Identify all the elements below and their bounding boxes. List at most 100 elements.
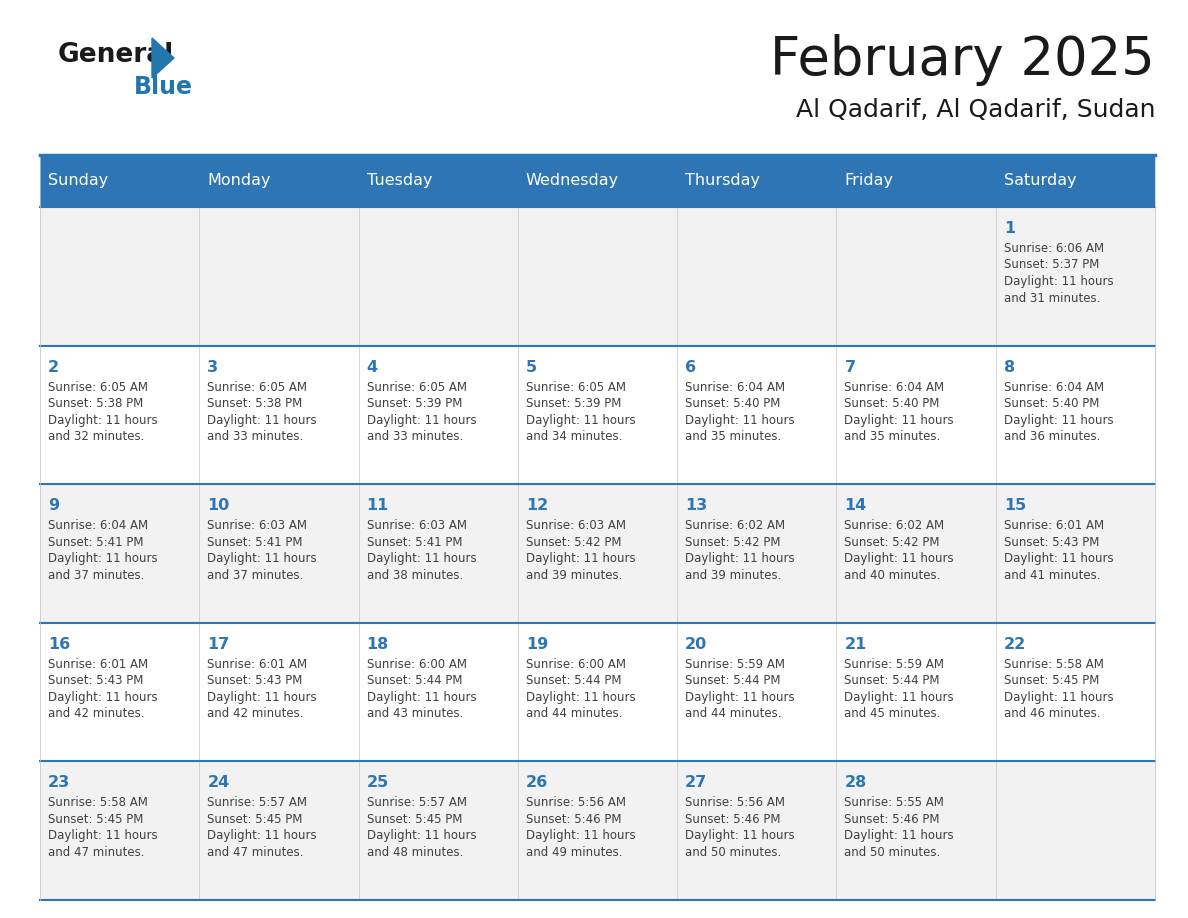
Bar bbox=[996, 155, 1155, 207]
Text: Sunset: 5:38 PM: Sunset: 5:38 PM bbox=[48, 397, 144, 410]
Text: 21: 21 bbox=[845, 637, 867, 652]
Text: Sunrise: 6:03 AM: Sunrise: 6:03 AM bbox=[207, 520, 308, 532]
Text: Daylight: 11 hours: Daylight: 11 hours bbox=[48, 414, 158, 427]
Text: and 40 minutes.: and 40 minutes. bbox=[845, 568, 941, 582]
Bar bbox=[40, 761, 200, 900]
Text: Sunrise: 5:57 AM: Sunrise: 5:57 AM bbox=[367, 797, 467, 810]
Text: 20: 20 bbox=[685, 637, 707, 652]
Text: 4: 4 bbox=[367, 360, 378, 375]
Text: Daylight: 11 hours: Daylight: 11 hours bbox=[685, 829, 795, 843]
Bar bbox=[677, 622, 836, 761]
Text: and 35 minutes.: and 35 minutes. bbox=[845, 431, 941, 443]
Bar bbox=[40, 155, 200, 207]
Text: 15: 15 bbox=[1004, 498, 1026, 513]
Text: Daylight: 11 hours: Daylight: 11 hours bbox=[367, 414, 476, 427]
Text: Daylight: 11 hours: Daylight: 11 hours bbox=[845, 553, 954, 565]
Bar bbox=[40, 207, 200, 345]
Text: Sunrise: 5:55 AM: Sunrise: 5:55 AM bbox=[845, 797, 944, 810]
Text: Sunrise: 6:02 AM: Sunrise: 6:02 AM bbox=[685, 520, 785, 532]
Text: Sunset: 5:46 PM: Sunset: 5:46 PM bbox=[526, 813, 621, 826]
Text: and 34 minutes.: and 34 minutes. bbox=[526, 431, 623, 443]
Bar bbox=[359, 761, 518, 900]
Text: Sunset: 5:45 PM: Sunset: 5:45 PM bbox=[367, 813, 462, 826]
Text: Sunset: 5:42 PM: Sunset: 5:42 PM bbox=[685, 536, 781, 549]
Text: Sunrise: 6:01 AM: Sunrise: 6:01 AM bbox=[48, 658, 148, 671]
Text: General: General bbox=[58, 42, 175, 68]
Bar bbox=[200, 345, 359, 484]
Bar bbox=[836, 345, 996, 484]
Text: Daylight: 11 hours: Daylight: 11 hours bbox=[207, 691, 317, 704]
Text: Tuesday: Tuesday bbox=[367, 174, 432, 188]
Text: Sunrise: 6:01 AM: Sunrise: 6:01 AM bbox=[1004, 520, 1104, 532]
Bar bbox=[836, 207, 996, 345]
Text: Sunset: 5:43 PM: Sunset: 5:43 PM bbox=[207, 675, 303, 688]
Text: Blue: Blue bbox=[133, 75, 192, 99]
Text: and 47 minutes.: and 47 minutes. bbox=[48, 845, 145, 859]
Bar bbox=[518, 345, 677, 484]
Text: Sunset: 5:41 PM: Sunset: 5:41 PM bbox=[48, 536, 144, 549]
Text: and 32 minutes.: and 32 minutes. bbox=[48, 431, 145, 443]
Text: Daylight: 11 hours: Daylight: 11 hours bbox=[685, 553, 795, 565]
Text: Sunset: 5:40 PM: Sunset: 5:40 PM bbox=[845, 397, 940, 410]
Text: Daylight: 11 hours: Daylight: 11 hours bbox=[526, 414, 636, 427]
Text: 5: 5 bbox=[526, 360, 537, 375]
Bar bbox=[200, 207, 359, 345]
Text: and 50 minutes.: and 50 minutes. bbox=[845, 845, 941, 859]
Bar bbox=[996, 345, 1155, 484]
Text: 10: 10 bbox=[207, 498, 229, 513]
Bar bbox=[40, 345, 200, 484]
Text: and 42 minutes.: and 42 minutes. bbox=[207, 707, 304, 721]
Text: Sunrise: 5:58 AM: Sunrise: 5:58 AM bbox=[48, 797, 147, 810]
Text: Sunset: 5:41 PM: Sunset: 5:41 PM bbox=[207, 536, 303, 549]
Text: and 46 minutes.: and 46 minutes. bbox=[1004, 707, 1100, 721]
Text: Sunrise: 6:05 AM: Sunrise: 6:05 AM bbox=[48, 381, 148, 394]
Text: 1: 1 bbox=[1004, 221, 1015, 236]
Text: and 44 minutes.: and 44 minutes. bbox=[526, 707, 623, 721]
Bar bbox=[200, 155, 359, 207]
Text: Daylight: 11 hours: Daylight: 11 hours bbox=[685, 414, 795, 427]
Bar bbox=[359, 622, 518, 761]
Text: 22: 22 bbox=[1004, 637, 1026, 652]
Bar bbox=[836, 484, 996, 622]
Text: and 36 minutes.: and 36 minutes. bbox=[1004, 431, 1100, 443]
Text: and 44 minutes.: and 44 minutes. bbox=[685, 707, 782, 721]
Text: Sunset: 5:41 PM: Sunset: 5:41 PM bbox=[367, 536, 462, 549]
Text: Sunrise: 6:04 AM: Sunrise: 6:04 AM bbox=[1004, 381, 1104, 394]
Bar bbox=[996, 622, 1155, 761]
Text: Sunset: 5:39 PM: Sunset: 5:39 PM bbox=[367, 397, 462, 410]
Text: Daylight: 11 hours: Daylight: 11 hours bbox=[1004, 691, 1113, 704]
Text: Sunset: 5:45 PM: Sunset: 5:45 PM bbox=[207, 813, 303, 826]
Text: Thursday: Thursday bbox=[685, 174, 760, 188]
Text: 8: 8 bbox=[1004, 360, 1015, 375]
Text: Sunset: 5:42 PM: Sunset: 5:42 PM bbox=[845, 536, 940, 549]
Bar bbox=[518, 155, 677, 207]
Text: and 37 minutes.: and 37 minutes. bbox=[207, 568, 304, 582]
Text: Daylight: 11 hours: Daylight: 11 hours bbox=[367, 691, 476, 704]
Text: 19: 19 bbox=[526, 637, 548, 652]
Text: 16: 16 bbox=[48, 637, 70, 652]
Text: 26: 26 bbox=[526, 776, 548, 790]
Text: Sunset: 5:44 PM: Sunset: 5:44 PM bbox=[685, 675, 781, 688]
Text: Daylight: 11 hours: Daylight: 11 hours bbox=[526, 691, 636, 704]
Text: 3: 3 bbox=[207, 360, 219, 375]
Text: Sunset: 5:40 PM: Sunset: 5:40 PM bbox=[1004, 397, 1099, 410]
Text: and 33 minutes.: and 33 minutes. bbox=[367, 431, 463, 443]
Bar bbox=[518, 207, 677, 345]
Text: Sunrise: 6:04 AM: Sunrise: 6:04 AM bbox=[685, 381, 785, 394]
Text: February 2025: February 2025 bbox=[770, 34, 1155, 86]
Text: and 35 minutes.: and 35 minutes. bbox=[685, 431, 782, 443]
Bar bbox=[677, 484, 836, 622]
Text: Daylight: 11 hours: Daylight: 11 hours bbox=[207, 414, 317, 427]
Text: 6: 6 bbox=[685, 360, 696, 375]
Text: Sunrise: 6:00 AM: Sunrise: 6:00 AM bbox=[526, 658, 626, 671]
Text: Daylight: 11 hours: Daylight: 11 hours bbox=[207, 553, 317, 565]
Bar bbox=[677, 155, 836, 207]
Bar bbox=[200, 622, 359, 761]
Text: 9: 9 bbox=[48, 498, 59, 513]
Text: and 42 minutes.: and 42 minutes. bbox=[48, 707, 145, 721]
Text: Sunrise: 5:56 AM: Sunrise: 5:56 AM bbox=[685, 797, 785, 810]
Text: Daylight: 11 hours: Daylight: 11 hours bbox=[48, 553, 158, 565]
Text: Sunrise: 6:04 AM: Sunrise: 6:04 AM bbox=[845, 381, 944, 394]
Text: Daylight: 11 hours: Daylight: 11 hours bbox=[207, 829, 317, 843]
Text: Sunset: 5:39 PM: Sunset: 5:39 PM bbox=[526, 397, 621, 410]
